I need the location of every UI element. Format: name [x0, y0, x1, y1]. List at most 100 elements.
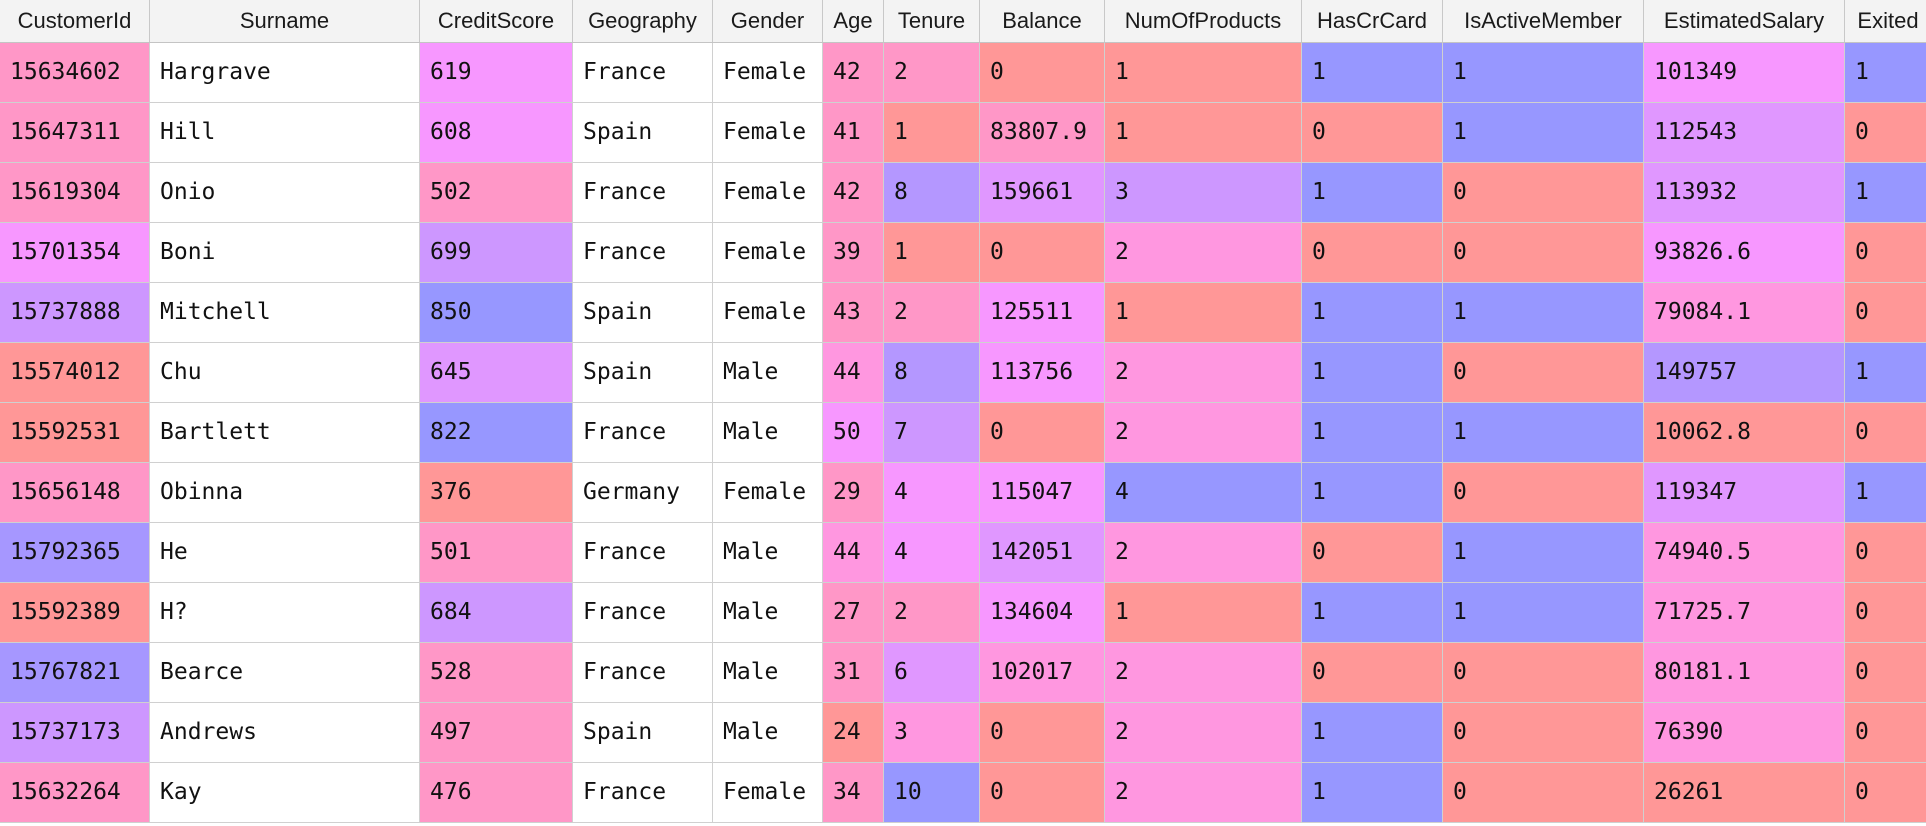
cell-tenure[interactable]: 2 — [884, 583, 980, 643]
cell-estimated-salary[interactable]: 93826.6 — [1644, 223, 1845, 283]
column-header-geography[interactable]: Geography — [573, 0, 713, 42]
cell-tenure[interactable]: 7 — [884, 403, 980, 463]
cell-exited[interactable]: 0 — [1845, 703, 1926, 763]
cell-age[interactable]: 42 — [823, 163, 884, 223]
cell-balance[interactable]: 0 — [980, 43, 1105, 103]
cell-is-active-member[interactable]: 0 — [1443, 223, 1644, 283]
table-row[interactable]: 15767821 Bearce 528 France Male 31 6 102017 2 0 0 8… — [0, 643, 1926, 703]
cell-is-active-member[interactable]: 0 — [1443, 763, 1644, 823]
cell-gender[interactable]: Male — [713, 343, 823, 403]
cell-is-active-member[interactable]: 1 — [1443, 43, 1644, 103]
cell-estimated-salary[interactable]: 71725.7 — [1644, 583, 1845, 643]
cell-surname[interactable]: Hargrave — [150, 43, 420, 103]
cell-credit-score[interactable]: 376 — [420, 463, 573, 523]
cell-has-cr-card[interactable]: 1 — [1302, 343, 1443, 403]
cell-age[interactable]: 27 — [823, 583, 884, 643]
cell-num-of-products[interactable]: 2 — [1105, 703, 1302, 763]
cell-tenure[interactable]: 4 — [884, 523, 980, 583]
column-header-balance[interactable]: Balance — [980, 0, 1105, 42]
cell-is-active-member[interactable]: 0 — [1443, 463, 1644, 523]
cell-has-cr-card[interactable]: 0 — [1302, 103, 1443, 163]
cell-exited[interactable]: 0 — [1845, 403, 1926, 463]
cell-num-of-products[interactable]: 2 — [1105, 403, 1302, 463]
cell-exited[interactable]: 1 — [1845, 463, 1926, 523]
cell-exited[interactable]: 0 — [1845, 643, 1926, 703]
cell-age[interactable]: 34 — [823, 763, 884, 823]
cell-customer-id[interactable]: 15737173 — [0, 703, 150, 763]
table-row[interactable]: 15619304 Onio 502 France Female 42 8 159661 3 1 0 1… — [0, 163, 1926, 223]
cell-balance[interactable]: 0 — [980, 223, 1105, 283]
table-row[interactable]: 15792365 He 501 France Male 44 4 142051 2 0 1 74940… — [0, 523, 1926, 583]
cell-surname[interactable]: Onio — [150, 163, 420, 223]
cell-estimated-salary[interactable]: 10062.8 — [1644, 403, 1845, 463]
cell-is-active-member[interactable]: 0 — [1443, 703, 1644, 763]
cell-balance[interactable]: 0 — [980, 403, 1105, 463]
cell-tenure[interactable]: 8 — [884, 163, 980, 223]
cell-customer-id[interactable]: 15647311 — [0, 103, 150, 163]
cell-gender[interactable]: Male — [713, 703, 823, 763]
cell-is-active-member[interactable]: 0 — [1443, 163, 1644, 223]
cell-num-of-products[interactable]: 2 — [1105, 643, 1302, 703]
cell-has-cr-card[interactable]: 1 — [1302, 763, 1443, 823]
table-row[interactable]: 15701354 Boni 699 France Female 39 1 0 2 0 0 93826.… — [0, 223, 1926, 283]
cell-has-cr-card[interactable]: 1 — [1302, 43, 1443, 103]
table-row[interactable]: 15647311 Hill 608 Spain Female 41 1 83807.9 1 0 1 1… — [0, 103, 1926, 163]
cell-balance[interactable]: 142051 — [980, 523, 1105, 583]
table-row[interactable]: 15737888 Mitchell 850 Spain Female 43 2 125511 1… — [0, 283, 1926, 343]
cell-credit-score[interactable]: 699 — [420, 223, 573, 283]
cell-gender[interactable]: Male — [713, 643, 823, 703]
cell-credit-score[interactable]: 619 — [420, 43, 573, 103]
column-header-estimated-salary[interactable]: EstimatedSalary — [1644, 0, 1845, 42]
column-header-exited[interactable]: Exited — [1845, 0, 1926, 42]
cell-is-active-member[interactable]: 1 — [1443, 403, 1644, 463]
cell-exited[interactable]: 0 — [1845, 223, 1926, 283]
cell-gender[interactable]: Male — [713, 523, 823, 583]
cell-tenure[interactable]: 1 — [884, 223, 980, 283]
cell-geography[interactable]: Germany — [573, 463, 713, 523]
cell-is-active-member[interactable]: 1 — [1443, 583, 1644, 643]
cell-surname[interactable]: Hill — [150, 103, 420, 163]
cell-gender[interactable]: Female — [713, 223, 823, 283]
cell-age[interactable]: 42 — [823, 43, 884, 103]
cell-is-active-member[interactable]: 1 — [1443, 283, 1644, 343]
cell-num-of-products[interactable]: 2 — [1105, 763, 1302, 823]
cell-surname[interactable]: Andrews — [150, 703, 420, 763]
cell-tenure[interactable]: 10 — [884, 763, 980, 823]
cell-estimated-salary[interactable]: 119347 — [1644, 463, 1845, 523]
cell-customer-id[interactable]: 15632264 — [0, 763, 150, 823]
cell-age[interactable]: 43 — [823, 283, 884, 343]
cell-surname[interactable]: Chu — [150, 343, 420, 403]
cell-estimated-salary[interactable]: 74940.5 — [1644, 523, 1845, 583]
cell-customer-id[interactable]: 15767821 — [0, 643, 150, 703]
cell-age[interactable]: 44 — [823, 343, 884, 403]
column-header-age[interactable]: Age — [823, 0, 884, 42]
cell-balance[interactable]: 159661 — [980, 163, 1105, 223]
cell-gender[interactable]: Female — [713, 43, 823, 103]
cell-estimated-salary[interactable]: 112543 — [1644, 103, 1845, 163]
cell-num-of-products[interactable]: 1 — [1105, 43, 1302, 103]
cell-gender[interactable]: Female — [713, 103, 823, 163]
cell-balance[interactable]: 113756 — [980, 343, 1105, 403]
cell-num-of-products[interactable]: 2 — [1105, 523, 1302, 583]
cell-num-of-products[interactable]: 2 — [1105, 343, 1302, 403]
cell-estimated-salary[interactable]: 149757 — [1644, 343, 1845, 403]
table-row[interactable]: 15656148 Obinna 376 Germany Female 29 4 115047 4… — [0, 463, 1926, 523]
cell-tenure[interactable]: 1 — [884, 103, 980, 163]
cell-is-active-member[interactable]: 0 — [1443, 643, 1644, 703]
cell-credit-score[interactable]: 502 — [420, 163, 573, 223]
cell-surname[interactable]: Obinna — [150, 463, 420, 523]
cell-geography[interactable]: France — [573, 223, 713, 283]
cell-tenure[interactable]: 6 — [884, 643, 980, 703]
cell-surname[interactable]: Mitchell — [150, 283, 420, 343]
table-row[interactable]: 15634602 Hargrave 619 France Female 42 2 0 1 1 1 10… — [0, 43, 1926, 103]
table-row[interactable]: 15592531 Bartlett 822 France Male 50 7 0 2 1 1 1006… — [0, 403, 1926, 463]
cell-customer-id[interactable]: 15792365 — [0, 523, 150, 583]
table-row[interactable]: 15737173 Andrews 497 Spain Male 24 3 0 2 1 0 76390 0 — [0, 703, 1926, 763]
cell-balance[interactable]: 0 — [980, 763, 1105, 823]
cell-surname[interactable]: Bartlett — [150, 403, 420, 463]
cell-geography[interactable]: France — [573, 403, 713, 463]
cell-credit-score[interactable]: 497 — [420, 703, 573, 763]
cell-credit-score[interactable]: 645 — [420, 343, 573, 403]
cell-geography[interactable]: France — [573, 763, 713, 823]
column-header-customer-id[interactable]: CustomerId — [0, 0, 150, 42]
